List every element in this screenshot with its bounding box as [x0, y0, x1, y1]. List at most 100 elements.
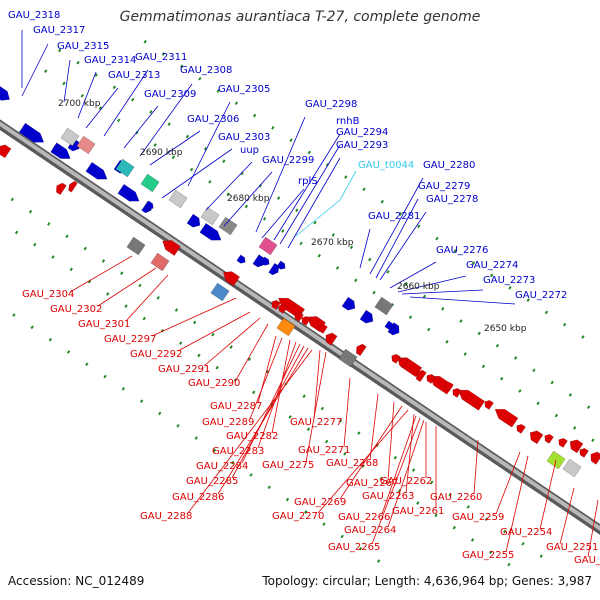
scale-tick [240, 171, 244, 176]
scale-tick [544, 310, 549, 315]
reverse-leader-line [271, 339, 291, 434]
gene-category-block [374, 296, 394, 316]
reverse-gene-label: GAU_2283 [212, 446, 264, 457]
scale-tick [507, 562, 511, 567]
reverse-gene-label: GAU_2284 [196, 461, 248, 472]
forward-leader-line [401, 289, 484, 295]
scale-tick [568, 393, 573, 397]
forward-gene-label: GAU_2298 [305, 99, 357, 110]
scale-tick [249, 473, 253, 477]
scale-tick [554, 413, 559, 418]
forward-gene-label: GAU_2280 [423, 160, 475, 171]
scale-tick [379, 476, 384, 481]
scale-tick [481, 364, 486, 369]
reverse-leader-line [217, 347, 309, 495]
forward-leader-line [77, 71, 97, 119]
reverse-leader-line [97, 267, 157, 307]
reverse-gene-label: GAU_2251 [546, 542, 598, 553]
scale-label: 2680 kbp [227, 194, 270, 204]
scale-tick [459, 319, 463, 323]
scale-tick [408, 315, 413, 319]
scale-tick [338, 419, 343, 423]
forward-gene-label: GAU_2305 [218, 84, 270, 95]
scale-tick [87, 279, 92, 284]
reverse-gene-arrow [325, 332, 338, 346]
scale-tick [120, 271, 124, 276]
forward-leader-line [21, 43, 49, 97]
scale-tick [343, 452, 347, 456]
scale-tick [216, 89, 220, 93]
gene-category-block [140, 173, 160, 193]
forward-gene-label: GAU_2318 [8, 10, 60, 21]
gene-category-block [218, 216, 238, 236]
scale-tick [489, 550, 493, 555]
scale-tick [435, 236, 439, 241]
scale-tick [306, 427, 311, 432]
scale-label: 2670 kbp [311, 238, 354, 248]
scale-tick [153, 143, 157, 147]
reverse-leader-line [495, 451, 521, 515]
reverse-gene-label: GAU_2286 [172, 492, 224, 503]
reverse-leader-line [69, 255, 133, 293]
forward-leader-line [397, 275, 467, 293]
reverse-leader-line [249, 337, 283, 420]
forward-gene-label: GAU_2309 [144, 89, 196, 100]
scale-tick [526, 298, 530, 302]
gene-category-block [76, 135, 96, 155]
scale-tick [477, 331, 481, 336]
scale-tick [295, 208, 299, 213]
scale-tick [174, 308, 179, 312]
scale-tick [361, 464, 365, 468]
scale-tick [103, 374, 107, 379]
scale-tick [247, 357, 252, 362]
scale-tick [368, 257, 372, 262]
reverse-gene-label: GAU_2265 [328, 542, 380, 553]
forward-gene-arrow [144, 200, 154, 210]
scale-tick [80, 93, 84, 98]
scale-tick [586, 405, 591, 409]
reverse-gene-label: GAU_2269 [294, 497, 346, 508]
scale-tick [252, 113, 257, 118]
scale-tick [98, 106, 103, 110]
forward-leader-line [369, 177, 424, 275]
reverse-leader-line [235, 323, 269, 381]
scale-tick [197, 353, 201, 358]
scale-tick [521, 542, 525, 546]
scale-tick [94, 73, 98, 77]
forward-leader-line [187, 101, 231, 187]
scale-tick [65, 234, 69, 239]
gene-category-block [60, 127, 80, 147]
scale-tick [500, 376, 504, 381]
scale-tick [404, 282, 408, 286]
scale-tick [33, 242, 37, 247]
forward-gene-label: GAU_2314 [84, 55, 136, 66]
scale-tick [495, 343, 500, 348]
forward-gene-label: GAU_2299 [262, 155, 314, 166]
reverse-gene-arrow [416, 369, 427, 383]
map-title: Gemmatimonas aurantiaca T-27, complete g… [119, 9, 481, 25]
scale-tick [161, 52, 166, 56]
scale-tick [377, 559, 381, 563]
forward-leader-line [359, 228, 371, 269]
scale-tick [124, 304, 128, 309]
scale-tick [302, 394, 306, 399]
forward-gene-label: GAU_2293 [336, 140, 388, 151]
scale-tick [142, 316, 146, 321]
forward-leader-line [123, 105, 159, 149]
scale-tick [539, 554, 543, 558]
reverse-gene-arrow [426, 373, 436, 384]
scale-tick [231, 460, 235, 465]
forward-gene-label: GAU_2278 [426, 194, 478, 205]
forward-gene-arrow [186, 213, 201, 228]
reverse-gene-arrow [56, 182, 67, 196]
forward-gene-arrow [236, 254, 246, 264]
gene-category-block [276, 317, 296, 337]
reverse-gene-arrow [68, 180, 78, 193]
scale-tick [386, 270, 390, 274]
reverse-leader-line [343, 377, 351, 448]
scale-tick [156, 296, 160, 300]
scale-tick [563, 322, 567, 327]
scale-tick [331, 233, 335, 237]
scale-tick [117, 118, 121, 123]
